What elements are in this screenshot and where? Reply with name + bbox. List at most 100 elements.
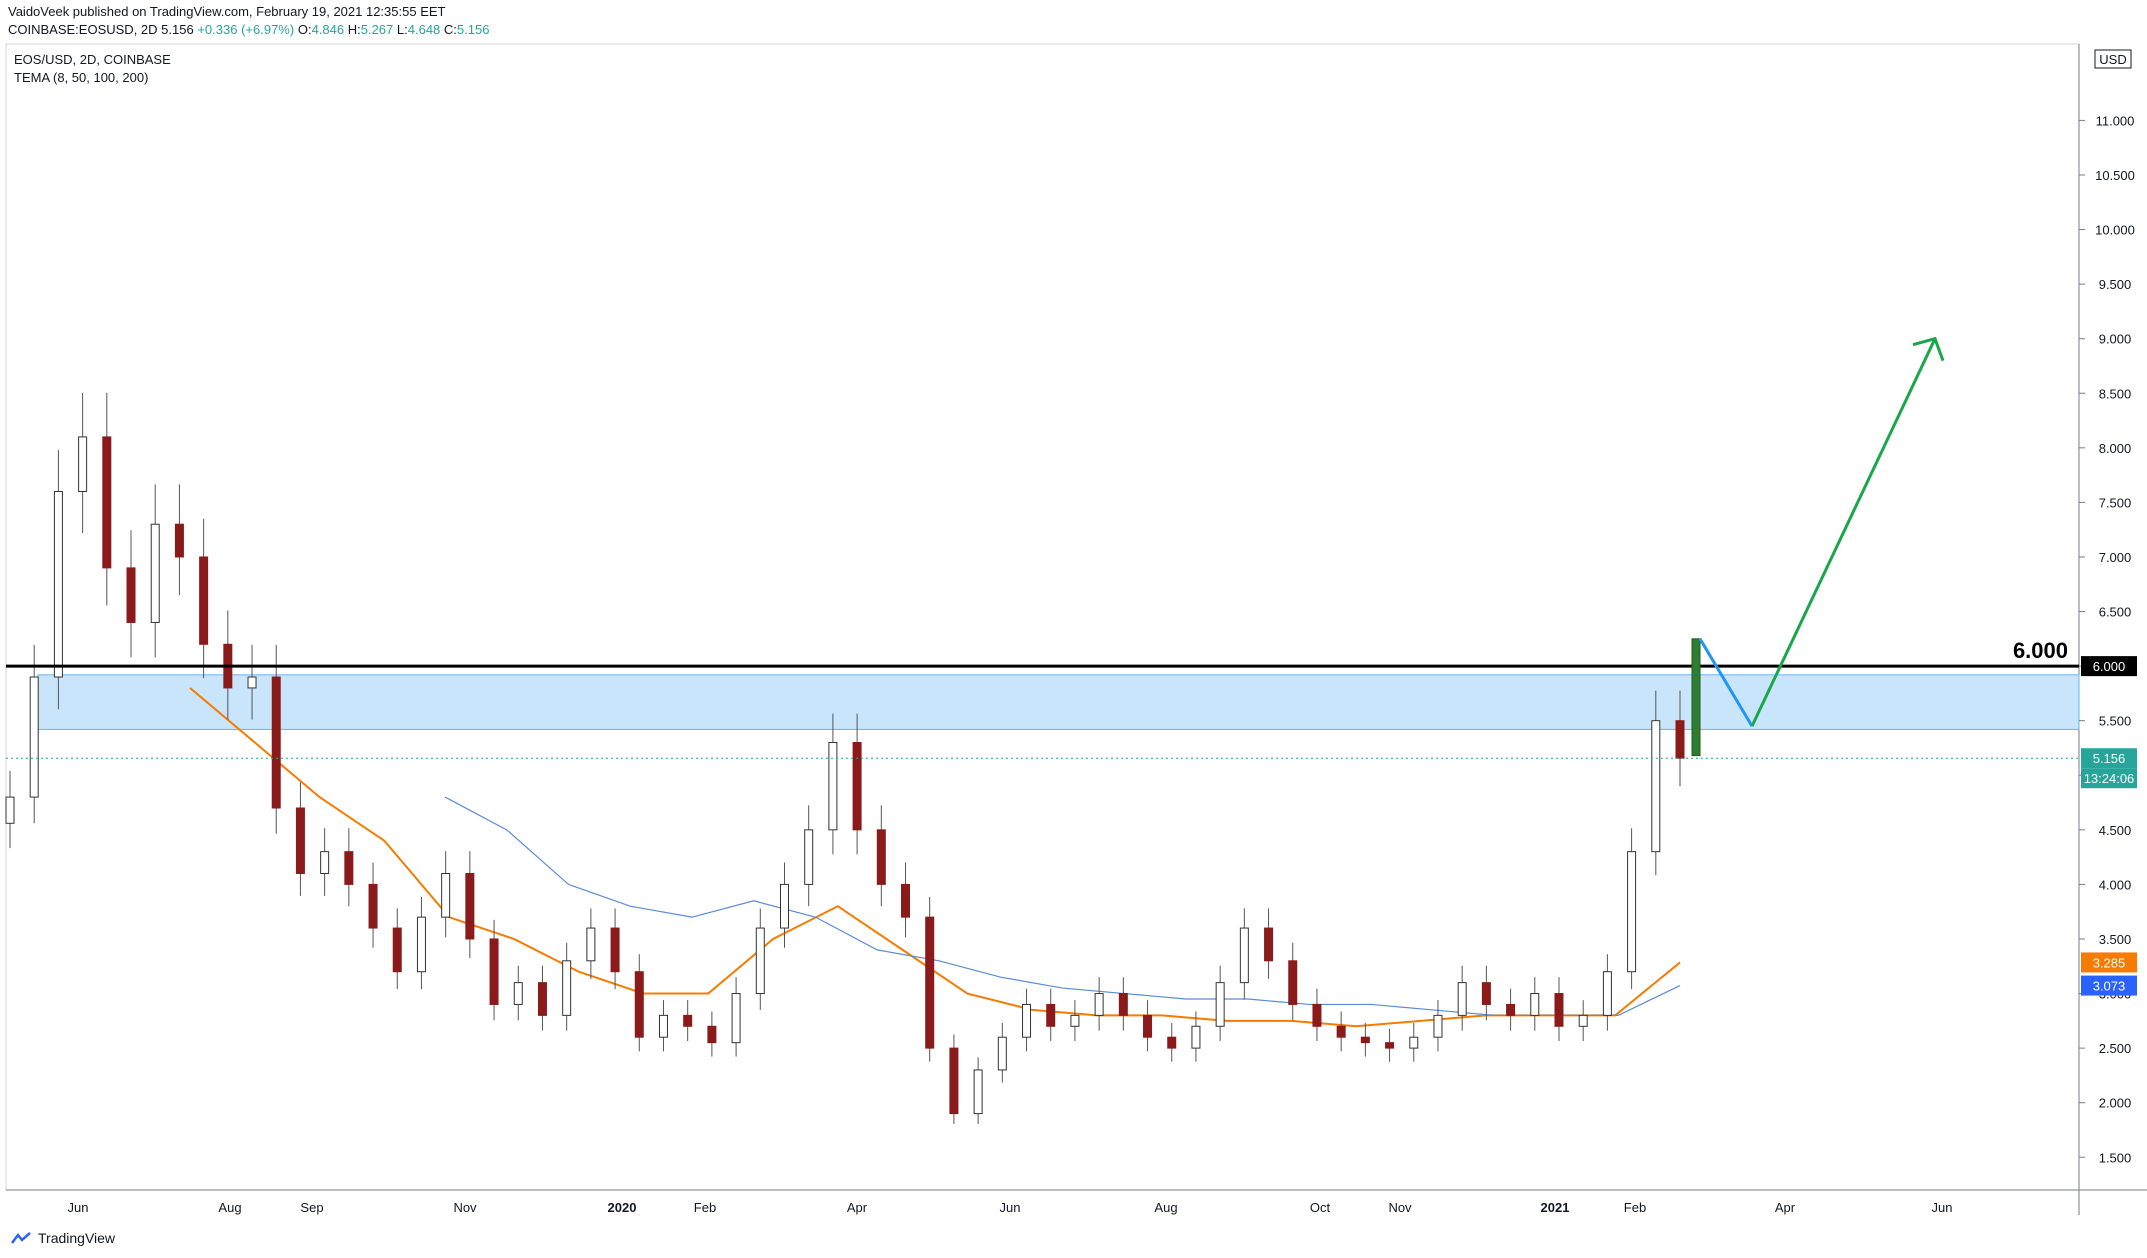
candle-body: [804, 829, 814, 885]
candle-body: [368, 883, 378, 929]
candle-body: [247, 676, 257, 689]
candle-body: [707, 1025, 717, 1044]
y-tick-label: 10.500: [2095, 168, 2135, 183]
countdown-badge-bg: [2081, 768, 2137, 789]
candle-body: [1215, 982, 1225, 1027]
tradingview-logo[interactable]: TradingView: [10, 1230, 115, 1246]
countdown-badge: 13:24:06: [2084, 771, 2135, 786]
candle-body: [1506, 1003, 1516, 1016]
y-tick-label: 3.500: [2099, 932, 2132, 947]
candle-body: [1409, 1036, 1419, 1049]
candle-body: [537, 982, 547, 1016]
candle-body: [1578, 1014, 1588, 1027]
publish-line: VaidoVeek published on TradingView.com, …: [8, 4, 446, 19]
level-badge-bg: [2081, 656, 2137, 677]
y-tick-label: 10.000: [2095, 223, 2135, 238]
candle-body: [1118, 993, 1128, 1016]
candle-body: [102, 436, 112, 569]
x-tick-label: Aug: [1154, 1200, 1177, 1215]
x-tick-label: Apr: [847, 1200, 868, 1215]
candle-body: [779, 883, 789, 929]
y-tick-label: 7.000: [2099, 550, 2132, 565]
candle-body: [1433, 1014, 1443, 1038]
price-badge-bg: [2081, 748, 2137, 769]
candle-body: [1191, 1025, 1201, 1049]
x-tick-label: Feb: [694, 1200, 716, 1215]
x-tick-label: Sep: [300, 1200, 323, 1215]
candle-body: [562, 960, 572, 1016]
x-tick-label: Feb: [1624, 1200, 1646, 1215]
y-tick-label: 9.000: [2099, 332, 2132, 347]
candle-body: [1481, 982, 1491, 1005]
candle-body: [925, 916, 935, 1049]
high-value: 5.267: [360, 22, 394, 37]
x-tick-label: 2021: [1541, 1200, 1570, 1215]
candle-body: [1602, 971, 1612, 1016]
projection-rally: [1750, 338, 1937, 727]
low-value: 4.648: [407, 22, 441, 37]
candle-body: [29, 676, 39, 798]
y-tick-label: 4.500: [2099, 823, 2132, 838]
candle-body: [344, 851, 354, 885]
candle-body: [150, 523, 160, 623]
candle-body: [513, 982, 523, 1005]
candle-body: [1336, 1025, 1346, 1038]
y-tick-label: 8.000: [2099, 441, 2132, 456]
level-badge: 6.000: [2093, 659, 2126, 674]
candle-body: [465, 872, 475, 940]
last-price: 5.156: [161, 22, 194, 37]
candle-body: [1312, 1003, 1322, 1027]
y-tick-label: 4.000: [2099, 877, 2132, 892]
candle-body: [828, 742, 838, 831]
tema-100-line: [444, 796, 1681, 1016]
candle-body: [973, 1069, 983, 1115]
symbol-line: COINBASE:EOSUSD, 2D 5.156 +0.336 (+6.97%…: [8, 22, 489, 37]
projected-candle: [1691, 638, 1701, 757]
o-label: O:: [297, 22, 312, 37]
candle-body: [53, 490, 63, 678]
candle-body: [489, 938, 499, 1005]
candle-body: [1070, 1014, 1080, 1027]
y-tick-label: 2.500: [2099, 1041, 2132, 1056]
candle-body: [1530, 993, 1540, 1016]
y-tick-label: 7.500: [2099, 495, 2132, 510]
x-tick-label: 2020: [608, 1200, 637, 1215]
brand-label: TradingView: [38, 1230, 116, 1246]
candle-body: [1554, 993, 1564, 1027]
tradingview-icon: [11, 1232, 31, 1244]
currency-label: USD: [2099, 52, 2126, 67]
candle-body: [901, 883, 911, 918]
x-tick-label: Aug: [218, 1200, 241, 1215]
open-value: 4.846: [311, 22, 345, 37]
tema-blue-badge-bg: [2081, 975, 2137, 996]
resistance-label: 6.000: [2013, 638, 2068, 663]
candle-body: [5, 796, 15, 824]
candle-body: [1264, 927, 1274, 962]
close-value: 5.156: [456, 22, 490, 37]
h-label: H:: [347, 22, 361, 37]
tema-orange-badge-bg: [2081, 952, 2137, 973]
y-tick-label: 5.500: [2099, 714, 2132, 729]
candle-body: [1094, 993, 1104, 1016]
price-change: +0.336 (+6.97%): [197, 22, 295, 37]
symbol-name[interactable]: COINBASE:EOSUSD, 2D: [8, 22, 158, 37]
indicator-legend: TEMA (8, 50, 100, 200): [14, 70, 148, 85]
candle-body: [1385, 1042, 1395, 1049]
y-tick-label: 9.500: [2099, 277, 2132, 292]
tema-orange-badge: 3.285: [2093, 955, 2126, 970]
x-tick-label: Jun: [1000, 1200, 1021, 1215]
x-tick-label: Apr: [1775, 1200, 1796, 1215]
candle-body: [755, 927, 765, 995]
currency-box[interactable]: [2094, 49, 2132, 69]
candle-body: [1143, 1014, 1153, 1038]
candle-body: [997, 1036, 1007, 1071]
candle-body: [78, 436, 88, 492]
candle-body: [852, 742, 862, 831]
chart-title: EOS/USD, 2D, COINBASE: [14, 52, 171, 67]
tema-50-line: [189, 687, 1681, 1028]
projection-pullback: [1698, 638, 1754, 727]
candle-body: [174, 523, 184, 558]
x-tick-label: Oct: [1310, 1200, 1331, 1215]
candle-body: [1675, 720, 1685, 759]
